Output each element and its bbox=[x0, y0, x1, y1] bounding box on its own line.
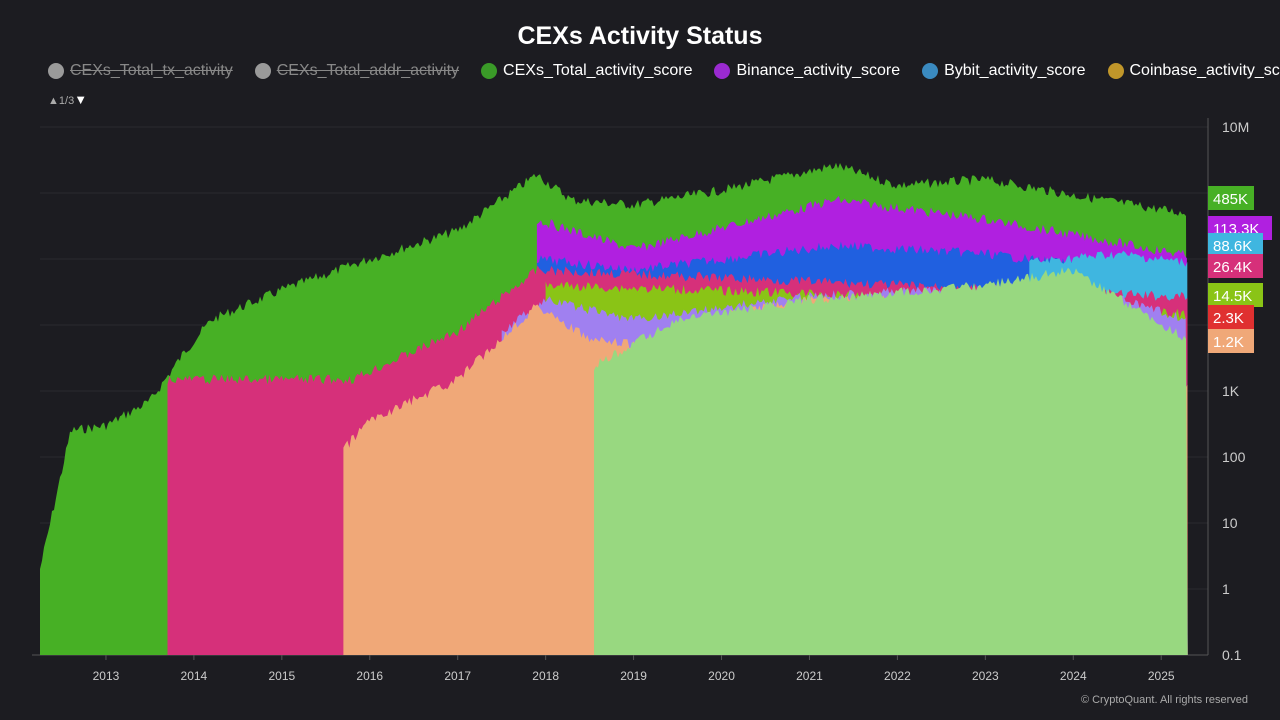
last-value-badge bbox=[1208, 305, 1254, 329]
pager-up-icon[interactable]: ▲ bbox=[48, 95, 59, 107]
legend-dot-icon bbox=[48, 63, 64, 79]
legend-dot-icon bbox=[714, 63, 731, 79]
legend-dot-icon bbox=[1107, 63, 1124, 79]
last-value-text: 2.3K bbox=[1213, 310, 1244, 327]
legend-dot-icon bbox=[254, 63, 271, 79]
last-value-text: 14.5K bbox=[1213, 288, 1252, 305]
chart-title: CEXs Activity Status bbox=[517, 22, 763, 50]
last-value-badge bbox=[1208, 186, 1254, 210]
last-value-badge bbox=[1208, 254, 1263, 278]
legend-dot-icon bbox=[481, 63, 498, 79]
last-value-text: 26.4K bbox=[1213, 259, 1252, 276]
last-value-badge bbox=[1208, 283, 1263, 307]
legend-dot-icon bbox=[922, 63, 939, 79]
y-tick-label: 10 bbox=[1222, 515, 1238, 531]
last-value-badge bbox=[1208, 233, 1263, 257]
x-tick-label: 2021 bbox=[796, 669, 823, 683]
x-tick-label: 2018 bbox=[532, 669, 559, 683]
legend-label: CEXs_Total_addr_activity bbox=[276, 62, 460, 79]
last-value-label: 14.5K bbox=[1208, 283, 1263, 307]
x-tick-label: 2014 bbox=[181, 669, 208, 683]
y-tick-label: 0.1 bbox=[1222, 647, 1242, 663]
y-tick-label: 1K bbox=[1222, 383, 1240, 399]
legend-item-binance[interactable]: Binance_activity_score bbox=[714, 62, 900, 80]
pager-text: 1/3 bbox=[58, 95, 75, 107]
x-tick-label: 2020 bbox=[708, 669, 735, 683]
legend-label: Bybit_activity_score bbox=[944, 62, 1086, 79]
last-value-badge bbox=[1208, 329, 1254, 353]
x-tick-label: 2013 bbox=[93, 669, 120, 683]
pager-down-icon[interactable]: ▼ bbox=[74, 92, 88, 107]
x-tick-label: 2024 bbox=[1060, 669, 1087, 683]
x-tick-label: 2025 bbox=[1148, 669, 1175, 683]
last-value-label: 2.3K bbox=[1208, 305, 1254, 329]
legend-item-bybit[interactable]: Bybit_activity_score bbox=[922, 62, 1086, 80]
x-tick-label: 2022 bbox=[884, 669, 911, 683]
last-value-text: 88.6K bbox=[1213, 238, 1252, 255]
y-tick-label: 100 bbox=[1222, 449, 1246, 465]
legend-pager[interactable]: ▲1/3▼ bbox=[48, 92, 87, 107]
credit: © CryptoQuant. All rights reserved bbox=[1080, 694, 1248, 706]
last-value-text: 1.2K bbox=[1213, 334, 1244, 351]
x-tick-label: 2017 bbox=[444, 669, 471, 683]
last-value-label: 26.4K bbox=[1208, 254, 1263, 278]
legend: CEXs_Total_tx_activity CEXs_Total_addr_a… bbox=[48, 62, 1280, 80]
legend-label: Coinbase_activity_score bbox=[1129, 62, 1280, 79]
legend-label: Binance_activity_score bbox=[736, 62, 901, 79]
legend-item-total-score[interactable]: CEXs_Total_activity_score bbox=[481, 62, 692, 80]
last-value-label: 88.6K bbox=[1208, 233, 1263, 257]
legend-item-total-addr[interactable]: CEXs_Total_addr_activity bbox=[254, 62, 460, 80]
last-value-label: 1.2K bbox=[1208, 329, 1254, 353]
last-value-label: 485K bbox=[1208, 186, 1254, 210]
y-tick-label: 1 bbox=[1222, 581, 1230, 597]
x-tick-label: 2015 bbox=[268, 669, 295, 683]
last-value-text: 485K bbox=[1213, 191, 1248, 208]
series-area-9 bbox=[594, 267, 1188, 655]
legend-label: CEXs_Total_tx_activity bbox=[70, 62, 233, 79]
x-tick-label: 2019 bbox=[620, 669, 647, 683]
legend-label: CEXs_Total_activity_score bbox=[503, 62, 693, 79]
legend-item-coinbase[interactable]: Coinbase_activity_score bbox=[1107, 62, 1280, 80]
y-tick-label: 10M bbox=[1222, 119, 1249, 135]
x-tick-label: 2016 bbox=[356, 669, 383, 683]
x-tick-label: 2023 bbox=[972, 669, 999, 683]
legend-item-total-tx[interactable]: CEXs_Total_tx_activity bbox=[48, 62, 233, 80]
